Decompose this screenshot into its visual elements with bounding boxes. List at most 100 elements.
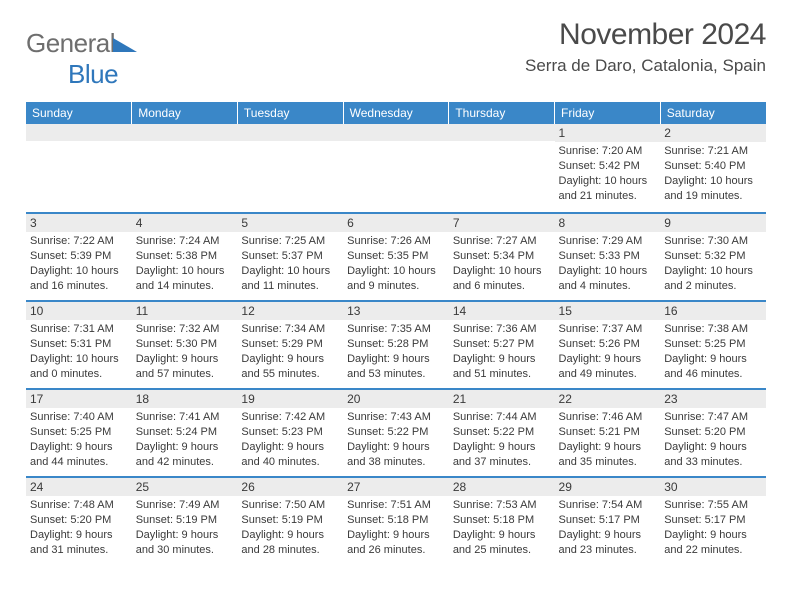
daylight-text: Daylight: 9 hours and 53 minutes.: [347, 352, 445, 382]
daylight-text: Daylight: 9 hours and 30 minutes.: [136, 528, 234, 558]
logo: General Blue: [26, 18, 137, 90]
day-number: 20: [343, 388, 449, 408]
sunset-text: Sunset: 5:19 PM: [136, 513, 234, 528]
sunset-text: Sunset: 5:17 PM: [664, 513, 762, 528]
day-info: Sunrise: 7:53 AMSunset: 5:18 PMDaylight:…: [449, 496, 555, 561]
calendar-table: Sunday Monday Tuesday Wednesday Thursday…: [26, 102, 766, 564]
sunset-text: Sunset: 5:39 PM: [30, 249, 128, 264]
day-number: 26: [237, 476, 343, 496]
calendar-cell: 14Sunrise: 7:36 AMSunset: 5:27 PMDayligh…: [449, 300, 555, 388]
calendar-cell: 26Sunrise: 7:50 AMSunset: 5:19 PMDayligh…: [237, 476, 343, 564]
day-info: Sunrise: 7:34 AMSunset: 5:29 PMDaylight:…: [237, 320, 343, 385]
col-header: Wednesday: [343, 102, 449, 124]
sunset-text: Sunset: 5:34 PM: [453, 249, 551, 264]
calendar-cell: 28Sunrise: 7:53 AMSunset: 5:18 PMDayligh…: [449, 476, 555, 564]
day-number: 2: [660, 124, 766, 142]
day-number: 30: [660, 476, 766, 496]
daylight-text: Daylight: 10 hours and 16 minutes.: [30, 264, 128, 294]
day-info: Sunrise: 7:49 AMSunset: 5:19 PMDaylight:…: [132, 496, 238, 561]
calendar-cell: 12Sunrise: 7:34 AMSunset: 5:29 PMDayligh…: [237, 300, 343, 388]
calendar-cell: 22Sunrise: 7:46 AMSunset: 5:21 PMDayligh…: [555, 388, 661, 476]
daylight-text: Daylight: 10 hours and 14 minutes.: [136, 264, 234, 294]
sunset-text: Sunset: 5:26 PM: [559, 337, 657, 352]
calendar-week-row: 1Sunrise: 7:20 AMSunset: 5:42 PMDaylight…: [26, 124, 766, 212]
sunrise-text: Sunrise: 7:24 AM: [136, 234, 234, 249]
month-title: November 2024: [525, 18, 766, 52]
calendar-cell: 17Sunrise: 7:40 AMSunset: 5:25 PMDayligh…: [26, 388, 132, 476]
sunrise-text: Sunrise: 7:43 AM: [347, 410, 445, 425]
day-number: 3: [26, 212, 132, 232]
day-info: Sunrise: 7:29 AMSunset: 5:33 PMDaylight:…: [555, 232, 661, 297]
day-number: 17: [26, 388, 132, 408]
day-info: Sunrise: 7:54 AMSunset: 5:17 PMDaylight:…: [555, 496, 661, 561]
sunset-text: Sunset: 5:19 PM: [241, 513, 339, 528]
sunrise-text: Sunrise: 7:41 AM: [136, 410, 234, 425]
calendar-cell: 25Sunrise: 7:49 AMSunset: 5:19 PMDayligh…: [132, 476, 238, 564]
calendar-cell: [26, 124, 132, 212]
calendar-cell: 16Sunrise: 7:38 AMSunset: 5:25 PMDayligh…: [660, 300, 766, 388]
logo-text: General Blue: [26, 28, 137, 90]
daylight-text: Daylight: 9 hours and 44 minutes.: [30, 440, 128, 470]
daylight-text: Daylight: 9 hours and 51 minutes.: [453, 352, 551, 382]
daylight-text: Daylight: 9 hours and 46 minutes.: [664, 352, 762, 382]
empty-strip: [26, 124, 132, 141]
day-info: Sunrise: 7:35 AMSunset: 5:28 PMDaylight:…: [343, 320, 449, 385]
daylight-text: Daylight: 10 hours and 4 minutes.: [559, 264, 657, 294]
day-info: Sunrise: 7:26 AMSunset: 5:35 PMDaylight:…: [343, 232, 449, 297]
daylight-text: Daylight: 9 hours and 31 minutes.: [30, 528, 128, 558]
day-number: 18: [132, 388, 238, 408]
calendar-week-row: 24Sunrise: 7:48 AMSunset: 5:20 PMDayligh…: [26, 476, 766, 564]
daylight-text: Daylight: 10 hours and 19 minutes.: [664, 174, 762, 204]
day-number: 15: [555, 300, 661, 320]
sunset-text: Sunset: 5:23 PM: [241, 425, 339, 440]
calendar-body: 1Sunrise: 7:20 AMSunset: 5:42 PMDaylight…: [26, 124, 766, 564]
daylight-text: Daylight: 9 hours and 40 minutes.: [241, 440, 339, 470]
sunrise-text: Sunrise: 7:48 AM: [30, 498, 128, 513]
calendar-cell: 1Sunrise: 7:20 AMSunset: 5:42 PMDaylight…: [555, 124, 661, 212]
day-info: Sunrise: 7:27 AMSunset: 5:34 PMDaylight:…: [449, 232, 555, 297]
calendar-cell: 9Sunrise: 7:30 AMSunset: 5:32 PMDaylight…: [660, 212, 766, 300]
sunset-text: Sunset: 5:21 PM: [559, 425, 657, 440]
calendar-cell: 8Sunrise: 7:29 AMSunset: 5:33 PMDaylight…: [555, 212, 661, 300]
day-number: 4: [132, 212, 238, 232]
calendar-page: General Blue November 2024 Serra de Daro…: [0, 0, 792, 564]
sunset-text: Sunset: 5:20 PM: [30, 513, 128, 528]
sunrise-text: Sunrise: 7:53 AM: [453, 498, 551, 513]
calendar-week-row: 10Sunrise: 7:31 AMSunset: 5:31 PMDayligh…: [26, 300, 766, 388]
sunrise-text: Sunrise: 7:47 AM: [664, 410, 762, 425]
day-number: 21: [449, 388, 555, 408]
daylight-text: Daylight: 10 hours and 11 minutes.: [241, 264, 339, 294]
daylight-text: Daylight: 9 hours and 55 minutes.: [241, 352, 339, 382]
sunset-text: Sunset: 5:17 PM: [559, 513, 657, 528]
calendar-cell: 23Sunrise: 7:47 AMSunset: 5:20 PMDayligh…: [660, 388, 766, 476]
day-info: Sunrise: 7:25 AMSunset: 5:37 PMDaylight:…: [237, 232, 343, 297]
calendar-cell: 30Sunrise: 7:55 AMSunset: 5:17 PMDayligh…: [660, 476, 766, 564]
sunrise-text: Sunrise: 7:42 AM: [241, 410, 339, 425]
sunset-text: Sunset: 5:18 PM: [347, 513, 445, 528]
calendar-cell: 13Sunrise: 7:35 AMSunset: 5:28 PMDayligh…: [343, 300, 449, 388]
sunset-text: Sunset: 5:25 PM: [30, 425, 128, 440]
calendar-cell: 21Sunrise: 7:44 AMSunset: 5:22 PMDayligh…: [449, 388, 555, 476]
daylight-text: Daylight: 9 hours and 57 minutes.: [136, 352, 234, 382]
calendar-cell: 2Sunrise: 7:21 AMSunset: 5:40 PMDaylight…: [660, 124, 766, 212]
day-info: Sunrise: 7:37 AMSunset: 5:26 PMDaylight:…: [555, 320, 661, 385]
daylight-text: Daylight: 9 hours and 38 minutes.: [347, 440, 445, 470]
day-info: Sunrise: 7:48 AMSunset: 5:20 PMDaylight:…: [26, 496, 132, 561]
calendar-cell: 11Sunrise: 7:32 AMSunset: 5:30 PMDayligh…: [132, 300, 238, 388]
day-info: Sunrise: 7:24 AMSunset: 5:38 PMDaylight:…: [132, 232, 238, 297]
day-info: Sunrise: 7:44 AMSunset: 5:22 PMDaylight:…: [449, 408, 555, 473]
calendar-cell: [343, 124, 449, 212]
day-info: Sunrise: 7:41 AMSunset: 5:24 PMDaylight:…: [132, 408, 238, 473]
day-number: 8: [555, 212, 661, 232]
day-number: 12: [237, 300, 343, 320]
sunrise-text: Sunrise: 7:20 AM: [559, 144, 657, 159]
day-info: Sunrise: 7:31 AMSunset: 5:31 PMDaylight:…: [26, 320, 132, 385]
calendar-header-row: Sunday Monday Tuesday Wednesday Thursday…: [26, 102, 766, 124]
daylight-text: Daylight: 10 hours and 2 minutes.: [664, 264, 762, 294]
calendar-week-row: 17Sunrise: 7:40 AMSunset: 5:25 PMDayligh…: [26, 388, 766, 476]
sunset-text: Sunset: 5:25 PM: [664, 337, 762, 352]
sunset-text: Sunset: 5:24 PM: [136, 425, 234, 440]
calendar-cell: 24Sunrise: 7:48 AMSunset: 5:20 PMDayligh…: [26, 476, 132, 564]
sunrise-text: Sunrise: 7:30 AM: [664, 234, 762, 249]
sunset-text: Sunset: 5:35 PM: [347, 249, 445, 264]
